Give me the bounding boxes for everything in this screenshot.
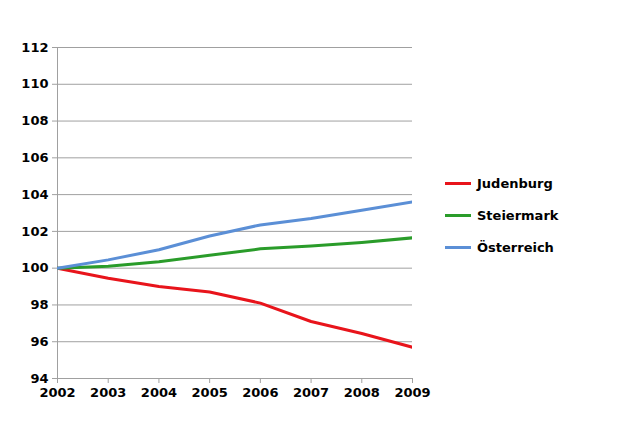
- svg-text:112: 112: [21, 40, 48, 55]
- svg-text:104: 104: [21, 187, 48, 202]
- svg-text:106: 106: [21, 150, 48, 165]
- html-text:Judenburg: Judenburg: [477, 175, 553, 191]
- svg-text:108: 108: [21, 113, 48, 128]
- svg-text:110: 110: [21, 76, 48, 91]
- svg-text:2007: 2007: [293, 385, 329, 400]
- svg-text:2009: 2009: [394, 385, 430, 400]
- html-text:Österreich: Österreich: [477, 239, 554, 255]
- svg-text:2003: 2003: [90, 385, 126, 400]
- svg-text:100: 100: [21, 260, 48, 275]
- svg-text:98: 98: [30, 297, 48, 312]
- svg-text:2008: 2008: [344, 385, 380, 400]
- html-text:Steiermark: Steiermark: [477, 207, 559, 223]
- svg-text:94: 94: [30, 371, 48, 386]
- svg-text:2005: 2005: [192, 385, 228, 400]
- svg-text:96: 96: [30, 334, 48, 349]
- svg-text:102: 102: [21, 224, 48, 239]
- svg-text:2002: 2002: [39, 385, 75, 400]
- svg-text:2004: 2004: [141, 385, 177, 400]
- svg-text:2006: 2006: [242, 385, 278, 400]
